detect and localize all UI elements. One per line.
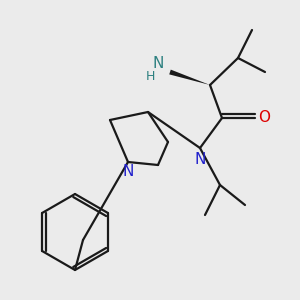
Text: O: O (258, 110, 270, 125)
Text: N: N (152, 56, 164, 71)
Text: H: H (145, 70, 155, 83)
Polygon shape (169, 70, 210, 85)
Text: N: N (194, 152, 206, 166)
Text: N: N (122, 164, 134, 179)
